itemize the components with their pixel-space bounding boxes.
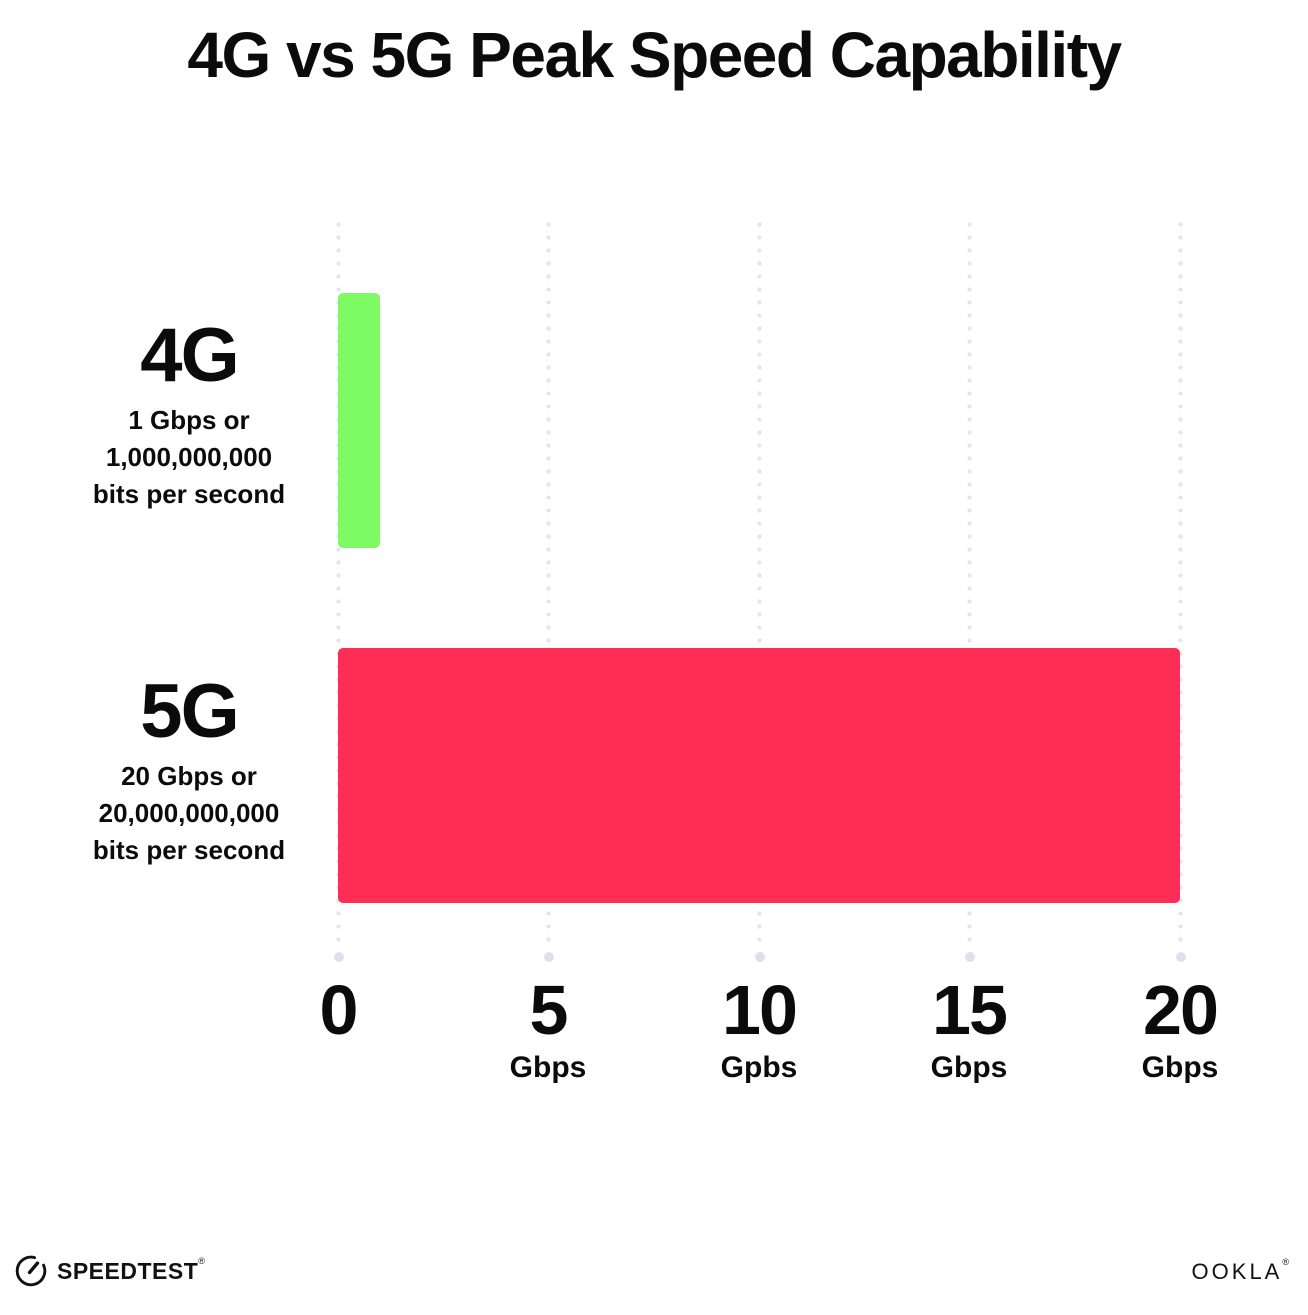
x-tick-unit: Gbps <box>509 1051 587 1084</box>
sublabel-line: 1 Gbps or <box>128 405 250 435</box>
gridline-5 <box>546 222 551 950</box>
x-tick-5: 5 Gbps <box>510 975 587 1083</box>
ookla-wordmark-text: OOKLA <box>1191 1259 1283 1284</box>
x-tick-unit <box>320 1053 357 1083</box>
speedtest-logo: SPEEDTEST® <box>14 1254 205 1288</box>
x-tick-number: 10 <box>722 971 798 1049</box>
x-tick-0: 0 <box>319 971 359 1083</box>
gridline-15 <box>967 222 972 950</box>
x-tick-10: 10 Gpbs <box>721 975 798 1083</box>
ookla-wordmark: OOKLA® <box>1191 1257 1292 1284</box>
x-tick-20: 20 Gbps <box>1142 975 1219 1083</box>
x-tick-number: 0 <box>319 971 359 1049</box>
x-tick-number: 20 <box>1143 971 1219 1049</box>
x-tick-unit: Gbps <box>930 1051 1008 1084</box>
sublabel-line: 1,000,000,000 <box>105 442 273 472</box>
sublabel-line: 20,000,000,000 <box>98 798 280 828</box>
category-heading-4g: 4G <box>140 313 239 398</box>
ookla-logo: OOKLA® <box>1191 1257 1292 1285</box>
bar-4g <box>338 293 380 548</box>
x-tick-number: 5 <box>529 971 569 1049</box>
category-sublabel-5g: 20 Gbps or 20,000,000,000 bits per secon… <box>28 758 350 869</box>
speedtest-wordmark-text: SPEEDTEST <box>57 1257 199 1284</box>
x-tick-15: 15 Gbps <box>931 975 1008 1083</box>
gridline-0 <box>336 222 341 950</box>
gridline-10 <box>757 222 762 950</box>
x-tick-number: 15 <box>932 971 1008 1049</box>
trademark-symbol: ® <box>198 1255 206 1266</box>
sublabel-line: 20 Gbps or <box>121 761 257 791</box>
category-heading-5g: 5G <box>140 669 239 754</box>
category-sublabel-4g: 1 Gbps or 1,000,000,000 bits per second <box>28 402 350 513</box>
x-tick-unit: Gpbs <box>720 1051 798 1084</box>
sublabel-line: bits per second <box>92 479 286 509</box>
x-tick-unit: Gbps <box>1141 1051 1219 1084</box>
gridline-20 <box>1178 222 1183 950</box>
page-title: 4G vs 5G Peak Speed Capability <box>187 19 1122 91</box>
sublabel-line: bits per second <box>92 835 286 865</box>
category-label-5g: 5G 20 Gbps or 20,000,000,000 bits per se… <box>28 674 350 869</box>
bar-5g <box>338 648 1180 903</box>
speedtest-wordmark: SPEEDTEST® <box>57 1255 206 1285</box>
speedometer-gauge-icon <box>14 1254 48 1288</box>
trademark-symbol: ® <box>1282 1257 1292 1267</box>
category-label-4g: 4G 1 Gbps or 1,000,000,000 bits per seco… <box>28 318 350 513</box>
